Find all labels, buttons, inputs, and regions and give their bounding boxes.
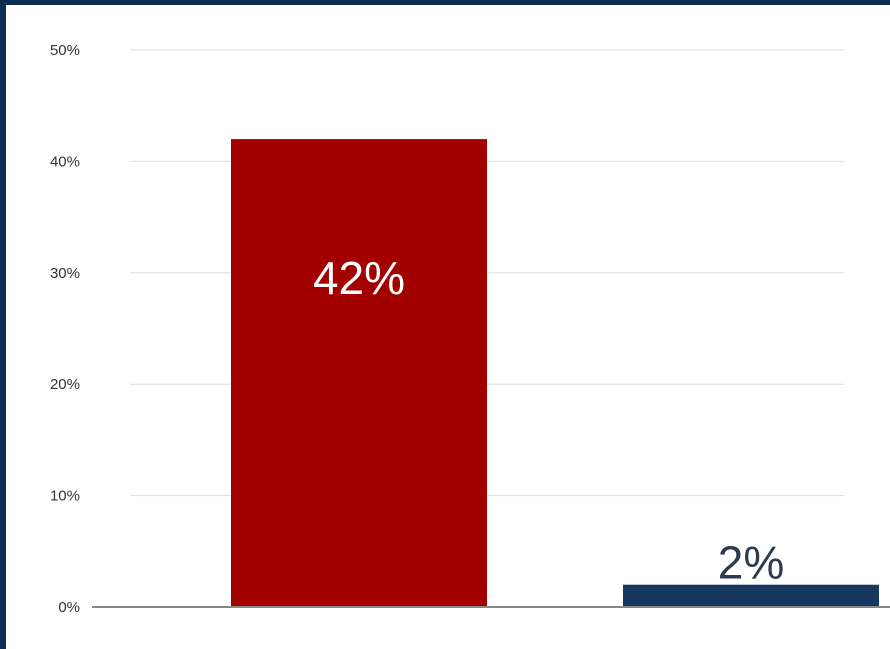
bar-0	[231, 139, 487, 607]
chart-frame: 0% 10% 20% 30% 40% 50% 42% 2%	[6, 5, 890, 649]
y-tick-label-4: 40%	[50, 153, 80, 170]
y-tick-label-5: 50%	[50, 42, 80, 59]
y-tick-label-1: 10%	[50, 488, 80, 505]
bar-1	[623, 584, 879, 607]
data-label-1: 2%	[718, 537, 784, 589]
y-tick-label-2: 20%	[50, 376, 80, 393]
y-tick-label-0: 0%	[58, 599, 80, 616]
bar-chart: 0% 10% 20% 30% 40% 50% 42% 2%	[50, 42, 890, 616]
data-label-0: 42%	[313, 252, 405, 304]
y-tick-label-3: 30%	[50, 265, 80, 282]
